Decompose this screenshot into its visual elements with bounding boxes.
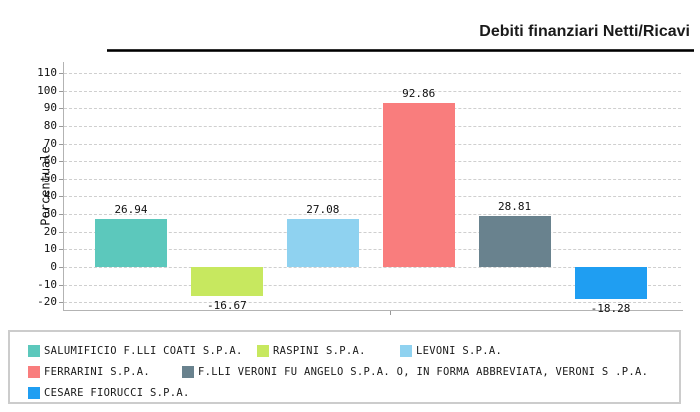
gridline-80 [64, 125, 681, 127]
y-tick-label--20: -20 [37, 295, 57, 309]
y-tick-label-70: 70 [43, 136, 57, 150]
y-tick-90 [59, 108, 63, 110]
y-tick-100 [59, 90, 63, 92]
bar-value-label-3: 92.86 [402, 87, 436, 101]
chart-title: Debiti finanziari Netti/Ricavi [479, 23, 690, 40]
gridline-70 [64, 143, 681, 145]
y-tick-110 [59, 73, 63, 74]
y-tick-10 [59, 249, 63, 251]
y-tick-label-30: 30 [43, 207, 57, 221]
y-tick-50 [59, 178, 63, 180]
gridline--10 [64, 284, 681, 286]
legend-item-2: LEVONI S.P.A. [400, 344, 502, 358]
y-tick-label-50: 50 [43, 171, 57, 185]
bar-5 [574, 267, 647, 300]
bar-value-label-5: -18.28 [590, 302, 631, 316]
legend-swatch-icon [28, 345, 40, 357]
bar-value-label-1: -16.67 [207, 299, 247, 313]
y-tick-60 [59, 161, 63, 163]
legend-label: SALUMIFICIO F.LLI COATI S.P.A. [44, 345, 243, 357]
y-tick-label-90: 90 [43, 101, 57, 115]
legend-swatch-icon [257, 345, 269, 357]
bar-value-label-4: 28.81 [498, 200, 532, 214]
y-tick-label--10: -10 [37, 277, 57, 291]
y-tick-0 [59, 267, 63, 268]
legend-label: FERRARINI S.P.A. [44, 366, 150, 378]
bar-4 [478, 216, 551, 267]
bar-3 [382, 103, 455, 267]
gridline-40 [64, 196, 681, 198]
title-underline-rule [107, 49, 694, 52]
y-tick-80 [59, 125, 63, 127]
gridline-20 [64, 231, 681, 233]
legend-label: RASPINI S.P.A. [273, 345, 366, 357]
legend-label: LEVONI S.P.A. [416, 345, 503, 357]
x-axis-line [63, 310, 683, 311]
y-tick-label-20: 20 [43, 224, 57, 238]
gridline-90 [64, 108, 681, 110]
gridline-100 [64, 90, 681, 92]
legend-swatch-icon [182, 366, 194, 378]
bar-1 [190, 267, 263, 297]
y-tick-40 [59, 196, 63, 198]
legend-swatch-icon [28, 387, 40, 399]
legend-item-3: FERRARINI S.P.A. [28, 365, 150, 379]
y-tick-label-100: 100 [37, 83, 57, 97]
gridline-30 [64, 214, 681, 216]
y-tick--20 [59, 302, 63, 304]
y-tick-20 [59, 231, 63, 233]
y-tick-label-0: 0 [50, 260, 57, 273]
y-tick-label-40: 40 [43, 189, 57, 203]
gridline-50 [64, 178, 681, 180]
legend-item-0: SALUMIFICIO F.LLI COATI S.P.A. [28, 344, 243, 358]
bar-0 [95, 219, 167, 267]
y-tick-label-10: 10 [43, 242, 57, 256]
legend-swatch-icon [400, 345, 412, 357]
legend-label: CESARE FIORUCCI S.P.A. [44, 387, 190, 399]
y-tick--10 [59, 284, 63, 286]
legend-item-5: CESARE FIORUCCI S.P.A. [28, 386, 190, 400]
legend-item-4: F.LLI VERONI FU ANGELO S.P.A. O, IN FORM… [182, 365, 648, 379]
legend: SALUMIFICIO F.LLI COATI S.P.A. RASPINI S.… [8, 330, 681, 404]
y-tick-70 [59, 143, 63, 145]
y-tick-label-80: 80 [43, 118, 57, 132]
x-axis-tick [390, 311, 391, 315]
gridline-0 [64, 267, 681, 268]
gridline-10 [64, 249, 681, 251]
legend-label: F.LLI VERONI FU ANGELO S.P.A. O, IN FORM… [198, 366, 649, 378]
gridline-60 [64, 161, 681, 163]
bar-value-label-0: 26.94 [114, 203, 148, 217]
legend-item-1: RASPINI S.P.A. [257, 344, 366, 358]
gridline-110 [64, 73, 681, 74]
y-tick-label-60: 60 [43, 154, 57, 168]
y-axis-line [63, 62, 64, 311]
y-tick-30 [59, 214, 63, 216]
bar-value-label-2: 27.08 [306, 203, 340, 217]
bar-2 [286, 219, 359, 267]
gridline--20 [64, 302, 681, 304]
y-tick-label-110: 110 [37, 66, 57, 79]
y-axis-title: Percentuale [38, 146, 53, 226]
legend-swatch-icon [28, 366, 40, 378]
